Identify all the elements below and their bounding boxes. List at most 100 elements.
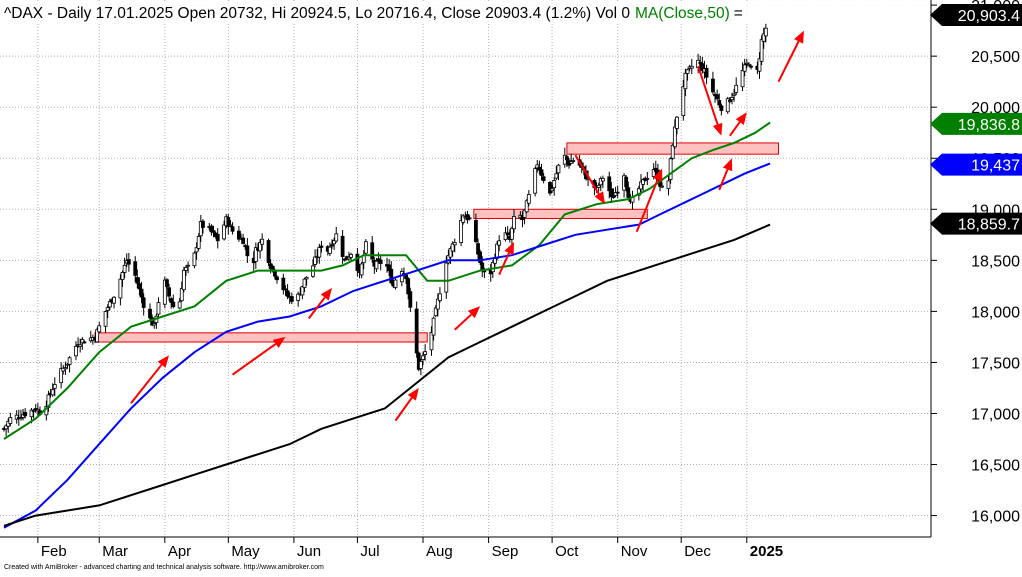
title-symbol: ^DAX - Daily 17.01.2025 Open 20732, Hi 2…: [4, 5, 630, 22]
candle-down: [548, 181, 552, 194]
x-tick-label: Nov: [621, 543, 648, 560]
candle-down: [266, 240, 271, 263]
candle-down: [270, 265, 275, 270]
candle-down: [727, 99, 732, 102]
candle-up: [672, 126, 677, 148]
candle-up: [260, 238, 265, 245]
candle-up: [666, 180, 671, 189]
moving-averages: [3, 121, 771, 529]
ma-line-2: [3, 162, 771, 529]
candle-down: [408, 291, 413, 308]
candle-down: [171, 301, 176, 307]
candle-up: [186, 264, 191, 267]
candle-down: [626, 187, 631, 198]
candle-up: [683, 72, 688, 90]
candle-up: [122, 264, 127, 273]
candle-down: [289, 296, 294, 302]
ma-line-1: [3, 121, 771, 440]
annotation-arrow-head: [272, 336, 286, 348]
candle-up: [645, 178, 650, 180]
candle-up: [497, 240, 502, 246]
candle-down: [370, 242, 375, 260]
annotation-arrow: [574, 154, 600, 195]
candle-up: [438, 293, 442, 302]
value-badge: 20,903.4: [930, 3, 1022, 26]
candle-down: [389, 268, 394, 284]
candle-up: [300, 286, 305, 296]
value-badges: 20,903.4 19,836.8 19,437 18,859.7: [930, 3, 1022, 235]
candle-up: [393, 279, 398, 288]
annotation-arrow-head: [653, 168, 663, 182]
candle-down: [211, 230, 216, 233]
annotation-arrow: [394, 397, 413, 422]
candle-up: [112, 296, 116, 304]
x-tick-label: May: [231, 543, 260, 560]
candle-up: [732, 93, 736, 96]
candle-up: [435, 298, 440, 310]
candle-down: [414, 308, 419, 354]
candle-up: [421, 355, 425, 360]
y-tick-label: 17,500: [971, 355, 1020, 372]
candle-down: [615, 191, 620, 194]
candle-up: [105, 307, 110, 311]
candle-up: [359, 263, 364, 276]
candle-down: [704, 67, 709, 78]
candle-up: [74, 346, 78, 357]
candle-up: [327, 246, 332, 254]
candle-up: [598, 178, 603, 186]
candle-down: [169, 298, 174, 303]
annotation-arrow-head: [594, 191, 606, 205]
annotation-arrow-head: [722, 158, 733, 172]
candle-up: [509, 227, 514, 240]
title-indicator: MA(Close,50): [635, 5, 730, 22]
candle-up: [59, 368, 64, 384]
candle-up: [759, 39, 764, 62]
candle-up: [4, 425, 9, 430]
candle-down: [230, 226, 235, 232]
candle-up: [429, 332, 434, 351]
candle-up: [613, 192, 618, 196]
candle-down: [139, 288, 144, 298]
candle-down: [23, 411, 28, 417]
candle-down: [387, 264, 392, 272]
candle-up: [550, 188, 554, 192]
candle-up: [668, 158, 673, 180]
title-text: ^DAX - Daily 17.01.2025 Open 20732, Hi 2…: [4, 5, 743, 22]
candle-up: [179, 288, 184, 302]
candle-down: [319, 245, 324, 248]
candle-up: [423, 351, 428, 355]
candle-down: [607, 176, 612, 192]
candle-up: [444, 262, 449, 293]
candle-up: [120, 271, 125, 280]
candle-down: [565, 156, 569, 161]
candle-up: [639, 181, 643, 190]
candle-up: [107, 301, 112, 308]
candle-down: [476, 243, 480, 255]
candle-up: [418, 361, 423, 369]
x-tick-label: Sep: [492, 543, 519, 560]
candle-up: [596, 184, 601, 188]
candle-up: [63, 367, 68, 370]
candle-down: [281, 277, 286, 291]
candle-up: [296, 293, 301, 301]
candle-down: [474, 220, 478, 243]
value-badge: 19,437: [930, 153, 1022, 176]
candle-up: [681, 86, 686, 117]
x-axis-ticks: Feb Mar Apr May Jun Jul Aug Sep Oct Nov Dec 2025: [37, 537, 783, 560]
candle-up: [374, 260, 379, 270]
x-tick-label: Jul: [360, 543, 379, 560]
candle-up: [763, 27, 768, 37]
candle-down: [355, 253, 360, 271]
candle-up: [742, 64, 747, 72]
x-tick-label: Jun: [297, 543, 321, 560]
annotation-arrow-head: [467, 306, 481, 319]
y-tick-label: 16,000: [971, 509, 1020, 526]
candle-up: [29, 409, 34, 418]
annotation-arrow: [777, 40, 800, 83]
x-tick-label: Dec: [684, 543, 711, 560]
candle-down: [330, 244, 334, 247]
candle-down: [275, 276, 279, 281]
candle-up: [685, 69, 690, 74]
candle-up: [196, 236, 201, 249]
candle-up: [740, 69, 745, 88]
